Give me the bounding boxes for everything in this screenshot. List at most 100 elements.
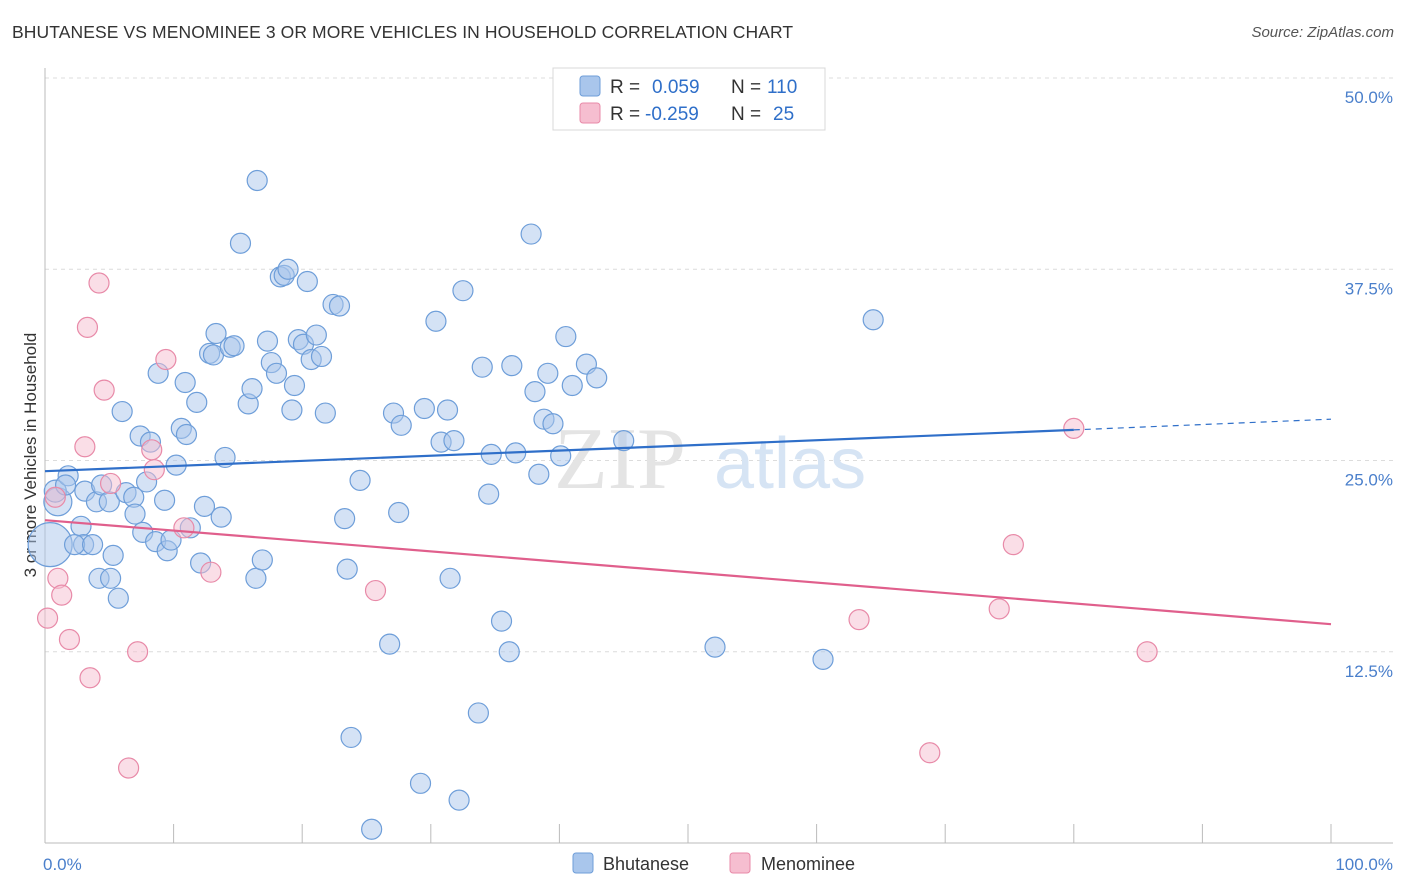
menominee-point bbox=[200, 561, 222, 583]
bhutanese-point bbox=[537, 362, 559, 384]
bhutanese-point bbox=[70, 515, 92, 537]
bhutanese-point bbox=[471, 356, 493, 378]
bhutanese-point bbox=[283, 374, 306, 397]
bhutanese-point bbox=[81, 534, 104, 556]
legend: R = 0.059 N = 110 R = -0.259 N = 25 bbox=[552, 67, 826, 131]
menominee-point bbox=[36, 607, 59, 629]
menominee-point bbox=[117, 757, 140, 779]
menominee-point bbox=[155, 348, 177, 371]
bhutanese-point bbox=[205, 322, 227, 345]
menominee-point bbox=[79, 667, 101, 689]
bhutanese-point bbox=[241, 377, 263, 400]
menominee-point bbox=[126, 641, 149, 663]
bottom-legend: Bhutanese Menominee bbox=[572, 852, 855, 874]
bhutanese-point bbox=[439, 567, 461, 589]
bottom-legend-label-menominee: Menominee bbox=[761, 854, 855, 874]
y-tick-labels: 12.5% 25.0% 37.5% 50.0% bbox=[1345, 88, 1393, 681]
menominee-point bbox=[364, 579, 387, 602]
legend-n-value-bhutanese: 110 bbox=[767, 77, 797, 98]
legend-n-label-bhutanese: N = bbox=[731, 77, 761, 98]
watermark-zip: ZIP bbox=[554, 411, 686, 508]
bhutanese-point bbox=[246, 169, 268, 192]
x-tick-label: 0.0% bbox=[43, 855, 82, 874]
legend-r-value-menominee: -0.259 bbox=[645, 104, 699, 125]
bottom-legend-swatch-bhutanese bbox=[572, 852, 594, 874]
bhutanese-point bbox=[334, 508, 356, 530]
chart-title: BHUTANESE VS MENOMINEE 3 OR MORE VEHICLE… bbox=[12, 22, 794, 42]
menominee-point bbox=[76, 316, 99, 338]
bhutanese-point bbox=[223, 335, 245, 357]
bhutanese-point bbox=[340, 726, 362, 749]
bhutanese-point bbox=[490, 610, 513, 632]
menominee-trend-line bbox=[44, 519, 1332, 626]
bhutanese-point bbox=[296, 270, 318, 293]
bottom-legend-swatch-menominee bbox=[729, 852, 751, 874]
data-points bbox=[27, 169, 1158, 840]
bhutanese-point bbox=[305, 324, 327, 346]
bhutanese-point bbox=[107, 587, 129, 609]
bhutanese-point bbox=[63, 534, 86, 556]
bhutanese-point bbox=[812, 648, 834, 671]
legend-r-label-bhutanese: R = bbox=[610, 77, 640, 98]
menominee-point bbox=[51, 584, 73, 606]
bhutanese-point bbox=[390, 414, 412, 436]
bhutanese-point bbox=[498, 641, 520, 663]
bhutanese-point bbox=[245, 567, 267, 589]
bhutanese-point bbox=[555, 325, 577, 348]
bhutanese-point bbox=[210, 506, 232, 528]
bhutanese-point bbox=[501, 355, 523, 377]
watermark: ZIP atlas bbox=[554, 411, 866, 508]
menominee-point bbox=[99, 472, 122, 495]
bhutanese-point bbox=[704, 636, 726, 658]
bhutanese-point bbox=[862, 309, 884, 331]
bhutanese-point bbox=[277, 258, 299, 280]
y-tick-label: 12.5% bbox=[1345, 662, 1393, 681]
bhutanese-point bbox=[124, 503, 146, 525]
bhutanese-point bbox=[336, 558, 358, 580]
bhutanese-point bbox=[443, 430, 465, 452]
source-credit: Source: ZipAtlas.com bbox=[1251, 24, 1394, 41]
legend-r-value-bhutanese: 0.059 bbox=[652, 77, 700, 98]
bhutanese-point bbox=[520, 223, 542, 245]
menominee-point bbox=[848, 609, 870, 631]
menominee-point bbox=[143, 459, 165, 481]
bhutanese-point bbox=[251, 549, 273, 571]
menominee-point bbox=[93, 379, 115, 401]
legend-r-label-menominee: R = bbox=[610, 104, 640, 125]
bhutanese-point bbox=[561, 374, 583, 397]
menominee-point bbox=[141, 439, 163, 461]
bhutanese-point bbox=[186, 391, 208, 413]
axes bbox=[44, 68, 1393, 844]
menominee-point bbox=[919, 742, 941, 764]
bhutanese-point bbox=[524, 381, 546, 403]
x-tick-labels: 0.0% 100.0% bbox=[43, 855, 1393, 874]
bhutanese-point bbox=[193, 495, 216, 517]
bhutanese-point bbox=[349, 469, 371, 491]
bhutanese-point bbox=[436, 399, 459, 421]
bhutanese-point bbox=[542, 413, 564, 435]
bhutanese-point bbox=[379, 633, 401, 655]
bhutanese-trend-extension bbox=[1073, 418, 1332, 431]
y-axis-label: 3 or more Vehicles in Household bbox=[21, 333, 40, 578]
legend-n-label-menominee: N = bbox=[731, 104, 761, 125]
menominee-point bbox=[1002, 534, 1024, 556]
bhutanese-point bbox=[413, 397, 435, 420]
bhutanese-point bbox=[229, 232, 252, 254]
bhutanese-point bbox=[361, 818, 383, 840]
trend-lines bbox=[44, 418, 1332, 626]
bhutanese-point bbox=[314, 402, 336, 424]
y-tick-label: 50.0% bbox=[1345, 88, 1393, 107]
menominee-point bbox=[58, 628, 81, 651]
bhutanese-point bbox=[102, 544, 124, 566]
menominee-point bbox=[88, 272, 110, 294]
menominee-point bbox=[1063, 417, 1085, 439]
menominee-point bbox=[44, 486, 66, 508]
menominee-point bbox=[74, 436, 96, 458]
bhutanese-point bbox=[328, 295, 351, 317]
legend-swatch-menominee bbox=[579, 102, 601, 124]
bhutanese-point bbox=[409, 772, 432, 794]
menominee-point bbox=[988, 598, 1010, 620]
y-tick-label: 37.5% bbox=[1345, 279, 1393, 298]
bhutanese-point bbox=[256, 330, 279, 352]
